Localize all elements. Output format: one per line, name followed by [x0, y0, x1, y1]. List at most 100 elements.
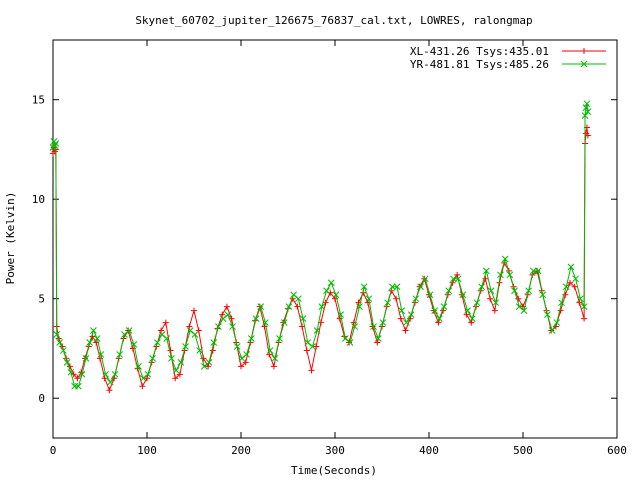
data-point	[478, 283, 485, 291]
data-point	[125, 327, 133, 334]
data-point	[431, 307, 438, 314]
series-1	[50, 124, 591, 394]
data-point	[580, 303, 588, 311]
data-point	[106, 378, 114, 386]
data-point	[346, 339, 354, 346]
data-point	[397, 315, 404, 322]
data-point	[515, 303, 523, 311]
series-line	[52, 103, 589, 387]
data-point	[567, 263, 575, 271]
data-point	[303, 347, 310, 354]
data-point	[393, 283, 401, 291]
data-point	[271, 355, 279, 362]
data-point	[567, 279, 573, 286]
data-point	[584, 132, 591, 139]
x-tick-label: 100	[137, 444, 157, 457]
data-point	[562, 283, 570, 291]
x-tick-label: 600	[607, 444, 627, 457]
data-point	[584, 108, 592, 115]
x-tick-label: 200	[231, 444, 251, 457]
plot-frame	[52, 39, 618, 439]
data-point	[520, 307, 528, 314]
data-point	[346, 339, 353, 346]
data-point	[186, 327, 194, 334]
data-point	[205, 359, 213, 366]
data-point	[196, 347, 203, 354]
data-point	[356, 303, 363, 311]
data-point	[219, 315, 227, 322]
data-point	[393, 295, 400, 302]
data-point	[454, 271, 461, 278]
data-point	[130, 341, 138, 348]
data-point	[176, 371, 183, 378]
data-point	[539, 291, 547, 299]
data-point	[223, 303, 230, 310]
data-point	[379, 319, 387, 326]
data-point	[59, 347, 67, 354]
data-point	[332, 291, 340, 299]
data-point	[327, 279, 335, 287]
data-point	[544, 311, 551, 318]
data-point	[351, 323, 359, 330]
data-point	[74, 375, 81, 382]
data-point	[294, 295, 302, 303]
data-point	[290, 291, 297, 299]
data-point	[229, 323, 236, 330]
data-point	[162, 319, 169, 326]
data-point	[125, 327, 132, 334]
data-point	[86, 339, 94, 346]
data-point	[421, 275, 429, 283]
data-point	[576, 295, 584, 303]
data-point	[135, 363, 142, 370]
data-point	[463, 311, 470, 318]
data-point	[56, 339, 63, 346]
data-point	[581, 48, 587, 54]
data-point	[285, 303, 293, 311]
series-2	[49, 100, 592, 390]
data-point	[101, 375, 108, 382]
data-point	[106, 387, 113, 394]
x-tick-label: 400	[419, 444, 439, 457]
data-point	[445, 287, 453, 295]
chart-title: Skynet_60702_jupiter_126675_76837_cal.tx…	[135, 14, 532, 27]
data-point	[417, 283, 424, 291]
data-point	[139, 383, 146, 390]
data-point	[158, 327, 165, 334]
data-point	[322, 299, 329, 306]
legend-label: XL-431.26 Tsys:435.01	[410, 45, 549, 58]
data-point	[369, 323, 376, 330]
data-point	[341, 335, 349, 342]
x-axis-label: Time(Seconds)	[291, 464, 377, 477]
data-point	[257, 303, 265, 311]
data-point	[266, 351, 273, 358]
data-point	[309, 343, 316, 350]
data-point	[66, 363, 73, 370]
data-point	[78, 370, 86, 378]
data-point	[163, 335, 171, 342]
data-point	[195, 327, 202, 334]
data-point	[468, 315, 476, 322]
data-point	[139, 374, 147, 382]
data-point	[149, 355, 156, 362]
data-point	[280, 319, 288, 326]
data-point	[215, 323, 222, 330]
data-point	[384, 299, 391, 307]
data-point	[186, 323, 193, 330]
data-point	[515, 295, 522, 302]
data-point	[454, 275, 462, 283]
data-point	[304, 339, 312, 346]
data-point	[75, 382, 82, 390]
data-point	[78, 369, 85, 376]
data-point	[172, 375, 179, 382]
data-point	[313, 327, 321, 334]
data-point	[266, 347, 274, 354]
y-tick-label: 0	[38, 392, 45, 405]
data-point	[294, 303, 301, 310]
data-point	[205, 363, 212, 370]
data-point	[67, 368, 75, 376]
data-point	[370, 323, 377, 330]
data-point	[492, 299, 500, 307]
data-point	[308, 367, 315, 374]
